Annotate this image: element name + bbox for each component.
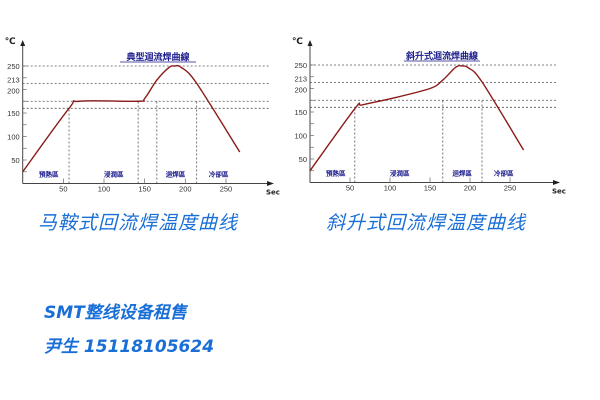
y-unit-label: ℃ <box>292 37 303 47</box>
y-tick-label: 150 <box>7 109 20 118</box>
zone-label: 浸潤區 <box>390 169 410 178</box>
y-tick-label: 250 <box>7 62 20 71</box>
x-tick-label: 150 <box>424 184 437 193</box>
x-tick-label: 50 <box>59 185 67 194</box>
y-tick-label: 200 <box>294 86 307 95</box>
temperature-curve <box>309 65 525 172</box>
caption-ramp-profile: 斜升式回流焊温度曲线 <box>326 212 527 234</box>
zone-label: 冷卻區 <box>209 170 229 179</box>
x-axis-arrow-icon <box>267 181 274 186</box>
y-tick-label: 100 <box>294 132 307 141</box>
x-tick-label: 250 <box>220 185 233 194</box>
chart-title: 斜升式迴流焊曲線 <box>405 50 478 62</box>
contact-text: 尹生 15118105624 <box>44 337 215 357</box>
x-tick-label: 50 <box>346 184 354 193</box>
x-unit-label: Sec <box>266 189 280 197</box>
x-tick-label: 150 <box>138 185 151 194</box>
zone-label: 迴焊區 <box>165 170 186 179</box>
zone-label: 冷卻區 <box>494 169 514 178</box>
zone-label: 迴焊區 <box>451 169 472 178</box>
x-unit-label: Sec <box>552 188 566 196</box>
y-unit-label: ℃ <box>5 37 16 47</box>
temperature-curve <box>22 64 241 173</box>
x-tick-label: 200 <box>464 184 477 193</box>
x-tick-label: 100 <box>384 184 397 193</box>
y-tick-label: 100 <box>7 133 20 142</box>
zone-label: 預熱區 <box>326 169 346 178</box>
y-tick-label: 213 <box>7 75 20 84</box>
y-tick-label: 50 <box>299 155 307 164</box>
x-axis-arrow-icon <box>553 180 560 185</box>
y-tick-label: 250 <box>294 61 307 70</box>
caption-saddle-profile: 马鞍式回流焊温度曲线 <box>38 212 239 234</box>
x-tick-label: 200 <box>179 185 192 194</box>
x-tick-label: 250 <box>504 184 517 193</box>
y-tick-label: 50 <box>11 156 19 165</box>
y-axis-arrow-icon <box>20 40 26 46</box>
y-tick-label: 213 <box>294 74 307 83</box>
advert-text: SMT整线设备租售 <box>44 303 187 323</box>
y-tick-label: 150 <box>294 108 307 117</box>
x-tick-label: 100 <box>98 185 111 194</box>
chart-title: 典型迴流焊曲線 <box>126 51 189 63</box>
zone-label: 預熱區 <box>39 170 59 179</box>
y-tick-label: 200 <box>7 87 20 96</box>
y-axis-arrow-icon <box>307 40 313 46</box>
zone-label: 浸潤區 <box>104 170 124 179</box>
